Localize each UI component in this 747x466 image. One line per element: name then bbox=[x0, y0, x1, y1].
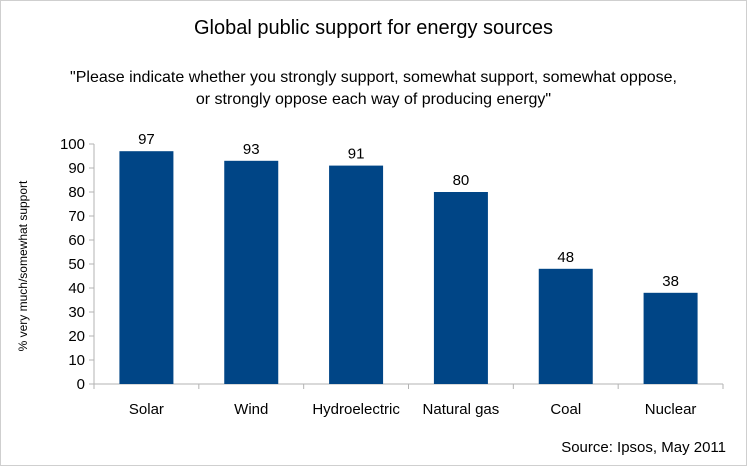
x-category-label: Natural gas bbox=[423, 401, 500, 418]
subtitle-line-1: "Please indicate whether you strongly su… bbox=[70, 69, 677, 86]
data-label: 80 bbox=[453, 172, 470, 189]
x-category-label: Coal bbox=[550, 401, 581, 418]
y-tick-label: 0 bbox=[77, 376, 85, 393]
y-tick-label: 30 bbox=[68, 304, 85, 321]
x-category-label: Wind bbox=[234, 401, 268, 418]
y-tick-label: 10 bbox=[68, 352, 85, 369]
data-label: 48 bbox=[557, 249, 574, 266]
data-label: 97 bbox=[138, 131, 155, 148]
bar bbox=[329, 165, 384, 384]
y-tick-label: 60 bbox=[68, 232, 85, 249]
bar bbox=[538, 268, 593, 384]
y-tick-label: 20 bbox=[68, 328, 85, 345]
x-category-label: Solar bbox=[129, 401, 164, 418]
chart-title: Global public support for energy sources bbox=[193, 17, 554, 39]
y-tick-label: 90 bbox=[68, 160, 85, 177]
subtitle-line-2: or strongly oppose each way of producing… bbox=[195, 91, 552, 108]
bar bbox=[224, 160, 279, 384]
chart-subtitle: "Please indicate whether you strongly su… bbox=[1, 67, 746, 111]
labels: 97 Solar 93 Wind 91 Hydroelectric 80 Natural ga… bbox=[129, 131, 697, 418]
y-tick-label: 100 bbox=[60, 136, 85, 153]
x-category-label: Hydroelectric bbox=[312, 401, 400, 418]
y-tick-label: 80 bbox=[68, 184, 85, 201]
data-label: 38 bbox=[662, 273, 679, 290]
data-label: 93 bbox=[243, 141, 260, 158]
source-note: Source: Ipsos, May 2011 bbox=[561, 439, 726, 456]
x-category-label: Nuclear bbox=[645, 401, 697, 418]
y-tick-label: 50 bbox=[68, 256, 85, 273]
bars bbox=[119, 151, 698, 384]
bar bbox=[433, 192, 488, 384]
y-tick-label: 70 bbox=[68, 208, 85, 225]
data-label: 91 bbox=[348, 146, 365, 163]
axes: 0 10 20 30 40 50 60 70 80 90 100 bbox=[60, 136, 724, 393]
bar bbox=[119, 151, 174, 384]
bar bbox=[643, 292, 698, 384]
y-tick-label: 40 bbox=[68, 280, 85, 297]
